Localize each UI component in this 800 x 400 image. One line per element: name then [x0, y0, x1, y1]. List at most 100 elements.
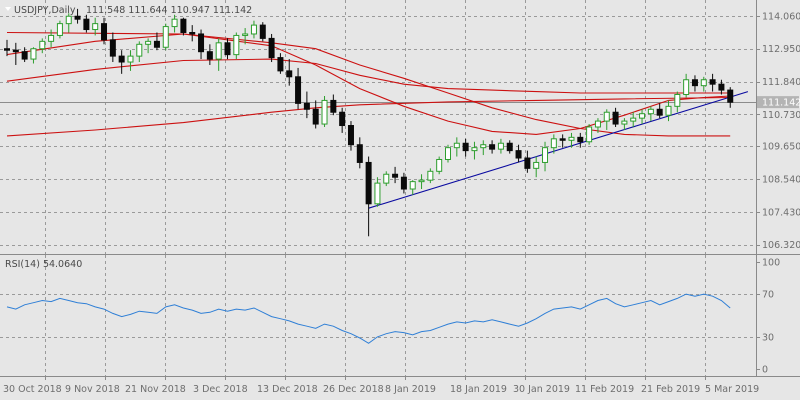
candle[interactable] [445, 144, 451, 163]
candle[interactable] [647, 106, 654, 122]
candle[interactable] [180, 17, 187, 36]
candle-body[interactable] [718, 83, 725, 91]
candle-body[interactable] [409, 181, 416, 190]
candle-body[interactable] [242, 33, 249, 36]
candle[interactable] [453, 137, 460, 157]
candle-body[interactable] [400, 176, 407, 190]
candle-body[interactable] [4, 48, 10, 51]
candle-body[interactable] [101, 23, 108, 41]
candle[interactable] [21, 47, 28, 63]
candle-body[interactable] [727, 89, 734, 103]
candle[interactable] [559, 134, 566, 148]
candle-body[interactable] [286, 70, 293, 78]
candle-body[interactable] [445, 147, 451, 160]
candle-body[interactable] [233, 34, 240, 56]
candle[interactable] [524, 150, 531, 173]
candle[interactable] [268, 33, 275, 63]
candle[interactable] [250, 20, 257, 39]
candle-body[interactable] [418, 179, 425, 183]
candle-body[interactable] [683, 79, 690, 96]
candle[interactable] [471, 141, 478, 160]
candle[interactable] [400, 172, 407, 194]
candle[interactable] [630, 112, 637, 127]
candle[interactable] [515, 144, 522, 163]
candle[interactable] [215, 38, 222, 71]
candle-body[interactable] [268, 37, 275, 59]
candle-body[interactable] [453, 142, 460, 149]
candle-body[interactable] [189, 31, 196, 35]
candle[interactable] [347, 121, 354, 151]
candle[interactable] [683, 73, 690, 98]
candle-body[interactable] [639, 113, 646, 119]
candle-body[interactable] [630, 117, 637, 122]
candle[interactable] [365, 156, 372, 237]
candle-body[interactable] [127, 55, 134, 63]
candle[interactable] [586, 124, 593, 145]
candle[interactable] [189, 25, 196, 42]
candle-body[interactable] [392, 173, 399, 178]
candle[interactable] [4, 39, 10, 57]
candle[interactable] [603, 109, 610, 130]
candle[interactable] [497, 138, 504, 154]
candle[interactable] [56, 20, 63, 39]
candle[interactable] [374, 177, 381, 207]
candle-body[interactable] [709, 79, 716, 85]
candle-body[interactable] [691, 79, 698, 87]
candle-body[interactable] [312, 108, 319, 125]
candle-body[interactable] [506, 142, 513, 152]
candle-body[interactable] [215, 42, 222, 60]
candle[interactable] [171, 14, 178, 33]
candle[interactable] [639, 109, 646, 125]
candle-body[interactable] [83, 18, 90, 31]
candle[interactable] [462, 138, 469, 157]
candle-body[interactable] [277, 57, 284, 72]
candle[interactable] [691, 75, 698, 92]
candle-body[interactable] [489, 144, 496, 150]
candle[interactable] [286, 59, 293, 86]
candle[interactable] [145, 38, 152, 54]
candle[interactable] [118, 50, 125, 74]
candle[interactable] [136, 41, 143, 63]
candle-body[interactable] [524, 157, 531, 169]
candle-body[interactable] [30, 48, 37, 60]
candle-body[interactable] [612, 111, 619, 125]
candle[interactable] [621, 118, 628, 130]
candle-body[interactable] [180, 18, 187, 33]
candle[interactable] [674, 91, 681, 113]
candle[interactable] [392, 166, 399, 184]
candle-body[interactable] [321, 99, 328, 125]
candle-body[interactable] [162, 26, 169, 48]
candle-body[interactable] [647, 108, 654, 115]
candle-body[interactable] [603, 111, 610, 122]
candle-body[interactable] [250, 24, 257, 35]
candle-body[interactable] [665, 105, 672, 116]
candle-body[interactable] [700, 79, 707, 87]
candle[interactable] [198, 29, 205, 60]
candle-body[interactable] [462, 142, 469, 152]
candle-body[interactable] [171, 18, 178, 28]
candle-body[interactable] [383, 173, 390, 184]
candle[interactable] [303, 91, 310, 119]
candle-body[interactable] [656, 108, 663, 116]
candle[interactable] [330, 94, 337, 116]
candle[interactable] [295, 67, 302, 110]
candle-body[interactable] [480, 144, 487, 149]
dropdown-triangle-icon[interactable] [5, 7, 11, 11]
candle-body[interactable] [356, 144, 363, 163]
candle[interactable] [224, 38, 231, 60]
candle-body[interactable] [48, 34, 55, 42]
candle-body[interactable] [436, 158, 443, 172]
candle-body[interactable] [109, 39, 116, 57]
candle-body[interactable] [577, 136, 584, 143]
candle-body[interactable] [347, 125, 354, 146]
candle-body[interactable] [568, 136, 575, 141]
candle[interactable] [594, 118, 601, 133]
candle-body[interactable] [542, 147, 549, 163]
candle[interactable] [321, 95, 328, 127]
candle-body[interactable] [92, 23, 99, 31]
candle[interactable] [418, 174, 425, 190]
candle[interactable] [312, 100, 319, 129]
candle[interactable] [718, 79, 725, 95]
candle-body[interactable] [533, 161, 540, 169]
